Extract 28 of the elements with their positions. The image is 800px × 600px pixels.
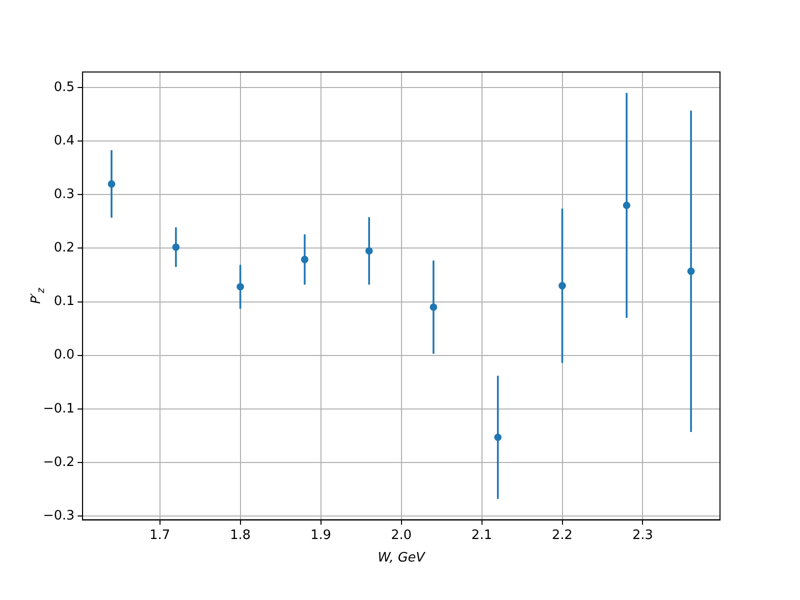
y-tick-label: 0.2	[54, 240, 75, 256]
point	[108, 180, 116, 188]
y-axis-title: P′z	[29, 287, 47, 304]
point	[365, 247, 373, 255]
y-tick-label: −0.1	[42, 401, 75, 416]
y-tick-label: 0.5	[54, 80, 75, 95]
point	[172, 243, 180, 251]
x-tick-label: 2.0	[390, 528, 412, 543]
point	[622, 202, 630, 210]
point	[558, 282, 566, 290]
x-tick-label: 2.2	[552, 528, 573, 543]
y-tick-label: 0.3	[54, 187, 75, 202]
point	[301, 256, 308, 264]
x-tick-label: 1.8	[230, 528, 251, 543]
point	[494, 434, 502, 442]
x-tick-label: 2.1	[471, 528, 492, 543]
point	[687, 268, 695, 275]
y-tick-label: 0.4	[54, 133, 75, 148]
y-tick-label: 0.1	[54, 294, 75, 310]
y-tick-label: −0.3	[42, 508, 75, 524]
x-axis-title: W, GeV	[378, 550, 426, 566]
x-tick-label: 1.9	[310, 528, 332, 543]
y-tick-label: −0.2	[42, 454, 75, 470]
point	[430, 303, 438, 311]
x-tick-label: 2.3	[632, 528, 654, 543]
y-tick-label: 0.0	[54, 348, 75, 363]
point	[236, 283, 244, 290]
x-tick-label: 1.7	[149, 528, 170, 543]
